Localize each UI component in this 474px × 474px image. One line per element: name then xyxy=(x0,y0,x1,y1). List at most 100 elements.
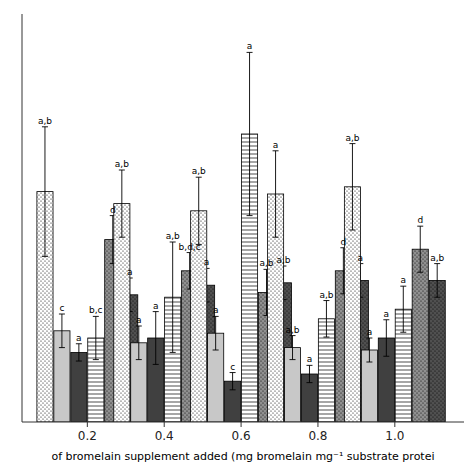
error-bar-line xyxy=(275,151,276,237)
error-bar xyxy=(42,127,48,257)
error-bar-line xyxy=(59,347,65,348)
error-bar xyxy=(230,373,236,390)
x-tick xyxy=(394,422,395,427)
chart-container: a,bcab,cdaa,baaa,bb,d,caa,bacaa,ba,baa,b… xyxy=(0,0,474,474)
bar-label: a xyxy=(401,275,407,285)
error-bar-line xyxy=(189,253,190,289)
error-bar-line xyxy=(93,359,99,360)
error-bar-line xyxy=(153,364,159,365)
error-bar-line xyxy=(170,352,176,353)
error-bar-line xyxy=(366,338,372,339)
error-bar xyxy=(247,52,253,215)
bar-label: d xyxy=(110,205,116,215)
error-bar-line xyxy=(153,311,159,312)
bar-label: a,b xyxy=(285,325,299,335)
error-bar-line xyxy=(213,316,219,317)
error-bar-line xyxy=(343,248,344,294)
error-bar-line xyxy=(386,320,387,356)
error-bar-line xyxy=(76,343,82,344)
error-bar-line xyxy=(76,361,82,362)
error-bar-line xyxy=(290,335,296,336)
error-bar xyxy=(170,242,176,352)
bar-label: c xyxy=(230,362,235,372)
error-bar-line xyxy=(434,263,440,264)
error-bar-line xyxy=(198,177,199,244)
error-bar xyxy=(434,264,440,298)
x-tick xyxy=(164,422,165,427)
error-bar-line xyxy=(121,170,122,237)
error-bar-line xyxy=(247,52,253,53)
x-axis-label: of bromelain supplement added (mg bromel… xyxy=(52,450,435,463)
error-bar-line xyxy=(383,356,389,357)
bar-label: a xyxy=(273,140,279,150)
error-bar-line xyxy=(213,350,219,351)
error-bar-line xyxy=(417,226,423,227)
error-bar-line xyxy=(266,269,267,315)
error-bar-line xyxy=(42,256,48,257)
bar-label: a xyxy=(307,354,313,364)
error-bar-line xyxy=(352,144,353,230)
bar-label: a xyxy=(384,309,390,319)
error-bar xyxy=(196,177,202,244)
error-bar-line xyxy=(349,143,355,144)
error-bar-line xyxy=(119,237,125,238)
bar-label: a xyxy=(76,333,82,343)
bars xyxy=(37,52,445,422)
bar-label: a xyxy=(136,315,142,325)
chart-svg: a,bcab,cdaa,baaa,bb,d,caa,bacaa,ba,baa,b… xyxy=(0,0,474,474)
error-bar xyxy=(136,326,142,360)
bar-label: a,b xyxy=(192,166,206,176)
error-bar-line xyxy=(95,316,96,359)
error-bar-line xyxy=(273,237,279,238)
error-bar xyxy=(213,316,219,350)
bar-label: a,b xyxy=(319,290,333,300)
error-bar-line xyxy=(215,316,216,350)
bar-label: a xyxy=(153,301,159,311)
error-bar-line xyxy=(78,344,79,361)
error-bar xyxy=(323,301,329,337)
bar-label: a xyxy=(204,257,210,267)
error-bar-line xyxy=(400,286,406,287)
error-bar-line xyxy=(230,372,236,373)
error-bar-line xyxy=(437,264,438,298)
error-bar xyxy=(383,320,389,356)
error-bar-line xyxy=(349,230,355,231)
x-tick-label: 1.0 xyxy=(385,429,404,443)
error-bar-line xyxy=(61,314,62,348)
error-bar xyxy=(366,338,372,362)
x-tick-label: 0.4 xyxy=(155,429,174,443)
error-bar-line xyxy=(323,300,329,301)
bar-label: c xyxy=(59,303,64,313)
error-bar xyxy=(273,151,279,237)
x-tick xyxy=(241,422,242,427)
error-bar-line xyxy=(326,301,327,337)
error-bar-line xyxy=(369,338,370,362)
x-tick xyxy=(317,422,318,427)
x-tick-label: 0.2 xyxy=(78,429,97,443)
bar-label: a,b xyxy=(259,258,273,268)
error-bar xyxy=(153,312,159,365)
error-bar-line xyxy=(417,272,423,273)
error-bar-line xyxy=(136,326,142,327)
x-tick-label: 0.8 xyxy=(308,429,327,443)
error-bar-line xyxy=(232,373,233,390)
bar-label: a,b xyxy=(38,116,52,126)
error-bar-line xyxy=(155,312,156,365)
error-bar xyxy=(306,365,312,382)
error-bar xyxy=(59,314,65,348)
error-bar-line xyxy=(290,359,296,360)
bar-label: a,b xyxy=(115,159,129,169)
error-bar-line xyxy=(59,314,65,315)
error-bar-line xyxy=(323,337,329,338)
error-bar-line xyxy=(249,52,250,215)
bar-label: a,b xyxy=(166,231,180,241)
error-bar-line xyxy=(138,326,139,360)
error-bar-line xyxy=(366,362,372,363)
error-bar-line xyxy=(247,215,253,216)
y-axis-line xyxy=(22,14,23,422)
error-bar-line xyxy=(292,336,293,360)
bar xyxy=(429,280,445,422)
bar-label: a,b xyxy=(430,253,444,263)
error-bar-line xyxy=(170,242,176,243)
bar xyxy=(71,352,87,422)
